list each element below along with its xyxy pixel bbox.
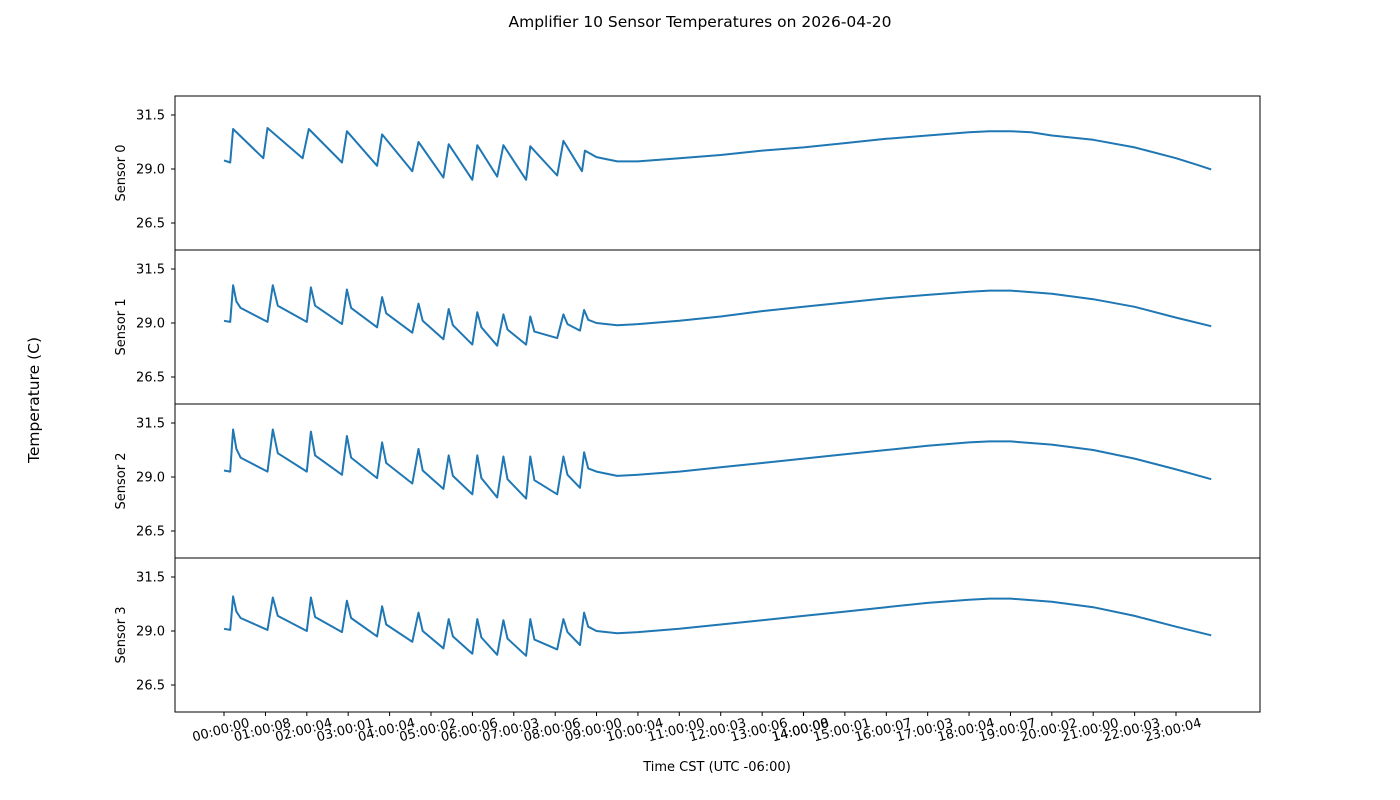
sensor-0-series-line bbox=[223, 127, 1212, 181]
y-tick-label: 26.5 bbox=[136, 679, 165, 694]
plot-area bbox=[175, 404, 1260, 558]
subplot-sensor-1: 26.5 29.0 31.5 Sensor 1 bbox=[114, 249, 1261, 405]
chart-title: Amplifier 10 Sensor Temperatures on 2026… bbox=[509, 13, 892, 31]
y-tick-label: 29.0 bbox=[136, 317, 165, 332]
sensor-2-axis-label: Sensor 2 bbox=[114, 453, 129, 510]
sensor-1-axis-label: Sensor 1 bbox=[114, 299, 129, 356]
shared-y-axis-label: Temperature (C) bbox=[25, 337, 43, 464]
sensor-3-series-line bbox=[223, 595, 1212, 657]
y-tick-label: 26.5 bbox=[136, 217, 165, 232]
subplot-sensor-0: 26.5 29.0 31.5 Sensor 0 bbox=[114, 95, 1261, 251]
y-tick-label: 31.5 bbox=[136, 263, 165, 278]
sensor-2-series-line bbox=[223, 428, 1212, 500]
plot-area bbox=[175, 558, 1260, 712]
y-tick-label: 26.5 bbox=[136, 525, 165, 540]
y-tick-label: 29.0 bbox=[136, 625, 165, 640]
x-axis-ticks: 00:00:0001:00:0802:00:0403:00:0104:00:04… bbox=[191, 712, 1203, 745]
subplot-sensor-2: 26.5 29.0 31.5 Sensor 2 bbox=[114, 403, 1261, 559]
plot-area bbox=[175, 250, 1260, 404]
y-tick-label: 29.0 bbox=[136, 471, 165, 486]
sensor-0-axis-label: Sensor 0 bbox=[114, 145, 129, 202]
y-tick-label: 31.5 bbox=[136, 571, 165, 586]
y-tick-label: 31.5 bbox=[136, 109, 165, 124]
y-tick-label: 31.5 bbox=[136, 417, 165, 432]
x-axis-label: Time CST (UTC -06:00) bbox=[642, 760, 791, 775]
plot-area bbox=[175, 96, 1260, 250]
plot-frame bbox=[174, 557, 1261, 713]
subplot-sensor-3: 26.5 29.0 31.5 Sensor 3 bbox=[114, 557, 1261, 713]
y-tick-label: 29.0 bbox=[136, 163, 165, 178]
sensor-3-axis-label: Sensor 3 bbox=[114, 607, 129, 664]
sensor-1-series-line bbox=[223, 284, 1212, 347]
y-tick-label: 26.5 bbox=[136, 371, 165, 386]
subplot-panels: 26.5 29.0 31.5 Sensor 0 26.5 29.0 31.5 Sensor 1… bbox=[114, 95, 1261, 713]
